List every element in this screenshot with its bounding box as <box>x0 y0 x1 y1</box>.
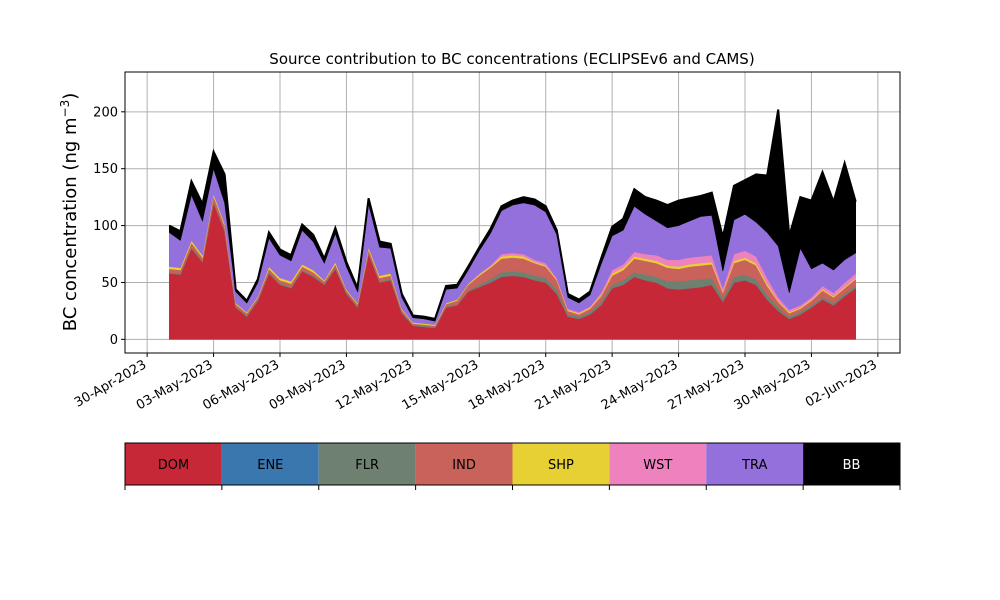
total-outline <box>168 109 857 321</box>
y-tick-label: 50 <box>101 276 118 291</box>
y-tick-label: 100 <box>93 219 118 234</box>
source-legend: DOM ENE FLR IND SHP WST TRA BB <box>124 442 901 490</box>
axes-frame <box>124 71 901 354</box>
legend-swatch-tra <box>706 443 804 485</box>
y-axis-label: BC concentration (ng m−3) <box>58 93 81 332</box>
legend-swatch-ene <box>221 443 319 485</box>
legend-label-dom: DOM <box>158 458 189 473</box>
legend-swatch-bb <box>803 443 900 485</box>
legend-label-wst: WST <box>643 458 672 473</box>
legend-swatch-shp <box>512 443 610 485</box>
legend-label-flr: FLR <box>355 458 379 473</box>
y-axis-label-main: BC concentration (ng m <box>60 117 81 331</box>
y-tick-label: 150 <box>93 162 118 177</box>
y-axis-ticks: 0 50 100 150 200 <box>93 105 125 348</box>
legend-swatch-dom <box>125 443 222 485</box>
legend-swatch-flr <box>318 443 416 485</box>
y-axis-label-exponent: −3 <box>58 100 72 118</box>
legend-label-ene: ENE <box>257 458 283 473</box>
stacked-areas <box>168 109 857 340</box>
chart-title: Source contribution to BC concentrations… <box>269 50 754 68</box>
y-axis-label-close: ) <box>60 93 81 100</box>
legend-label-shp: SHP <box>548 458 574 473</box>
y-tick-label: 0 <box>110 333 118 348</box>
x-tick-label: 02-Jun-2023 <box>803 357 880 410</box>
plot-area: 0 50 100 150 200 30-Apr-202303-May-202306-May… <box>72 71 901 413</box>
legend-swatch-wst <box>609 443 707 485</box>
legend-label-tra: TRA <box>741 458 767 473</box>
legend-label-ind: IND <box>452 458 476 473</box>
legend-swatch-ind <box>415 443 513 485</box>
y-tick-label: 200 <box>93 105 118 120</box>
x-axis-ticks: 30-Apr-202303-May-202306-May-202309-May-… <box>72 353 880 413</box>
legend-label-bb: BB <box>843 458 861 473</box>
